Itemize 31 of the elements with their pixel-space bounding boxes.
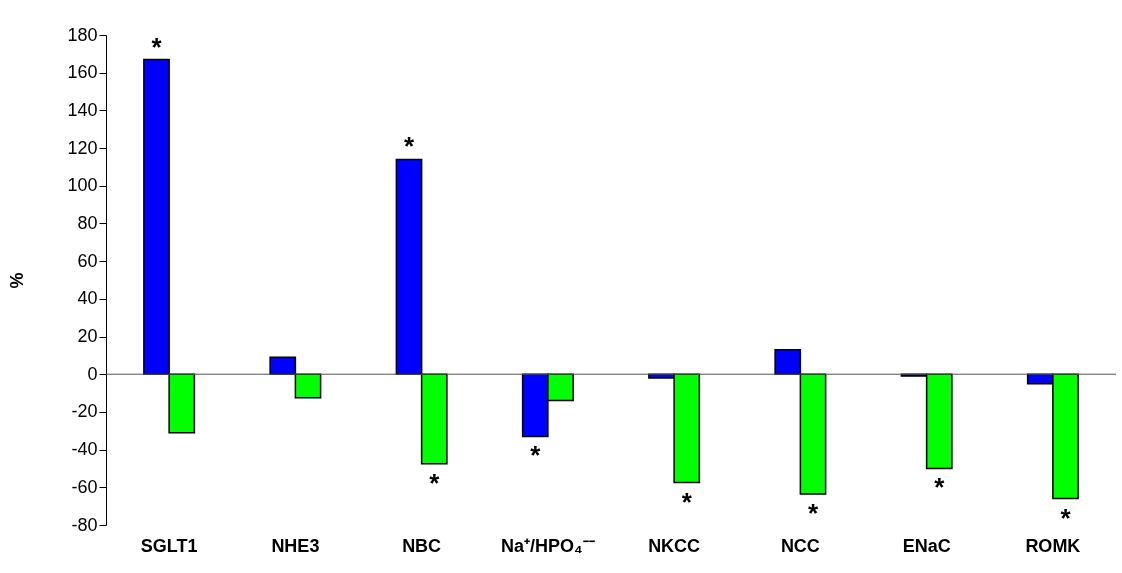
x-tick-label: NHE3 xyxy=(271,535,320,556)
y-tick-label: 80 xyxy=(77,212,98,233)
annotation: * xyxy=(681,486,693,517)
y-tick-label: 20 xyxy=(77,326,98,347)
y-tick-label: 0 xyxy=(87,363,98,384)
x-tick-label: NBC xyxy=(402,535,442,556)
y-tick-label: -80 xyxy=(71,514,98,535)
annotation: * xyxy=(934,472,946,503)
annotation: * xyxy=(807,497,819,528)
x-tick-label: NKCC xyxy=(648,535,701,556)
y-tick-label: -60 xyxy=(71,476,98,497)
annotation: * xyxy=(530,440,542,471)
annotation: * xyxy=(1060,502,1072,533)
x-tick-label: ROMK xyxy=(1025,535,1081,556)
x-tick-label: Na⁺/HPO₄⁻⁻ xyxy=(501,535,595,556)
x-tick-label: SGLT1 xyxy=(140,535,198,556)
y-tick-label: 40 xyxy=(77,288,98,309)
y-tick-label: 120 xyxy=(67,137,98,158)
x-tick-label: NCC xyxy=(780,535,820,556)
annotation: * xyxy=(429,467,441,498)
y-tick-label: 160 xyxy=(67,62,98,83)
x-tick-label: ENaC xyxy=(902,535,951,556)
y-tick-label: 180 xyxy=(67,24,98,45)
y-axis-title: % xyxy=(7,272,28,289)
y-tick-label: 140 xyxy=(67,99,98,120)
y-tick-label: -40 xyxy=(71,439,98,460)
y-tick-label: 100 xyxy=(67,175,98,196)
annotation: * xyxy=(151,31,163,62)
y-tick-label: -20 xyxy=(71,401,98,422)
annotation: * xyxy=(403,131,415,162)
y-tick-label: 60 xyxy=(77,250,98,271)
